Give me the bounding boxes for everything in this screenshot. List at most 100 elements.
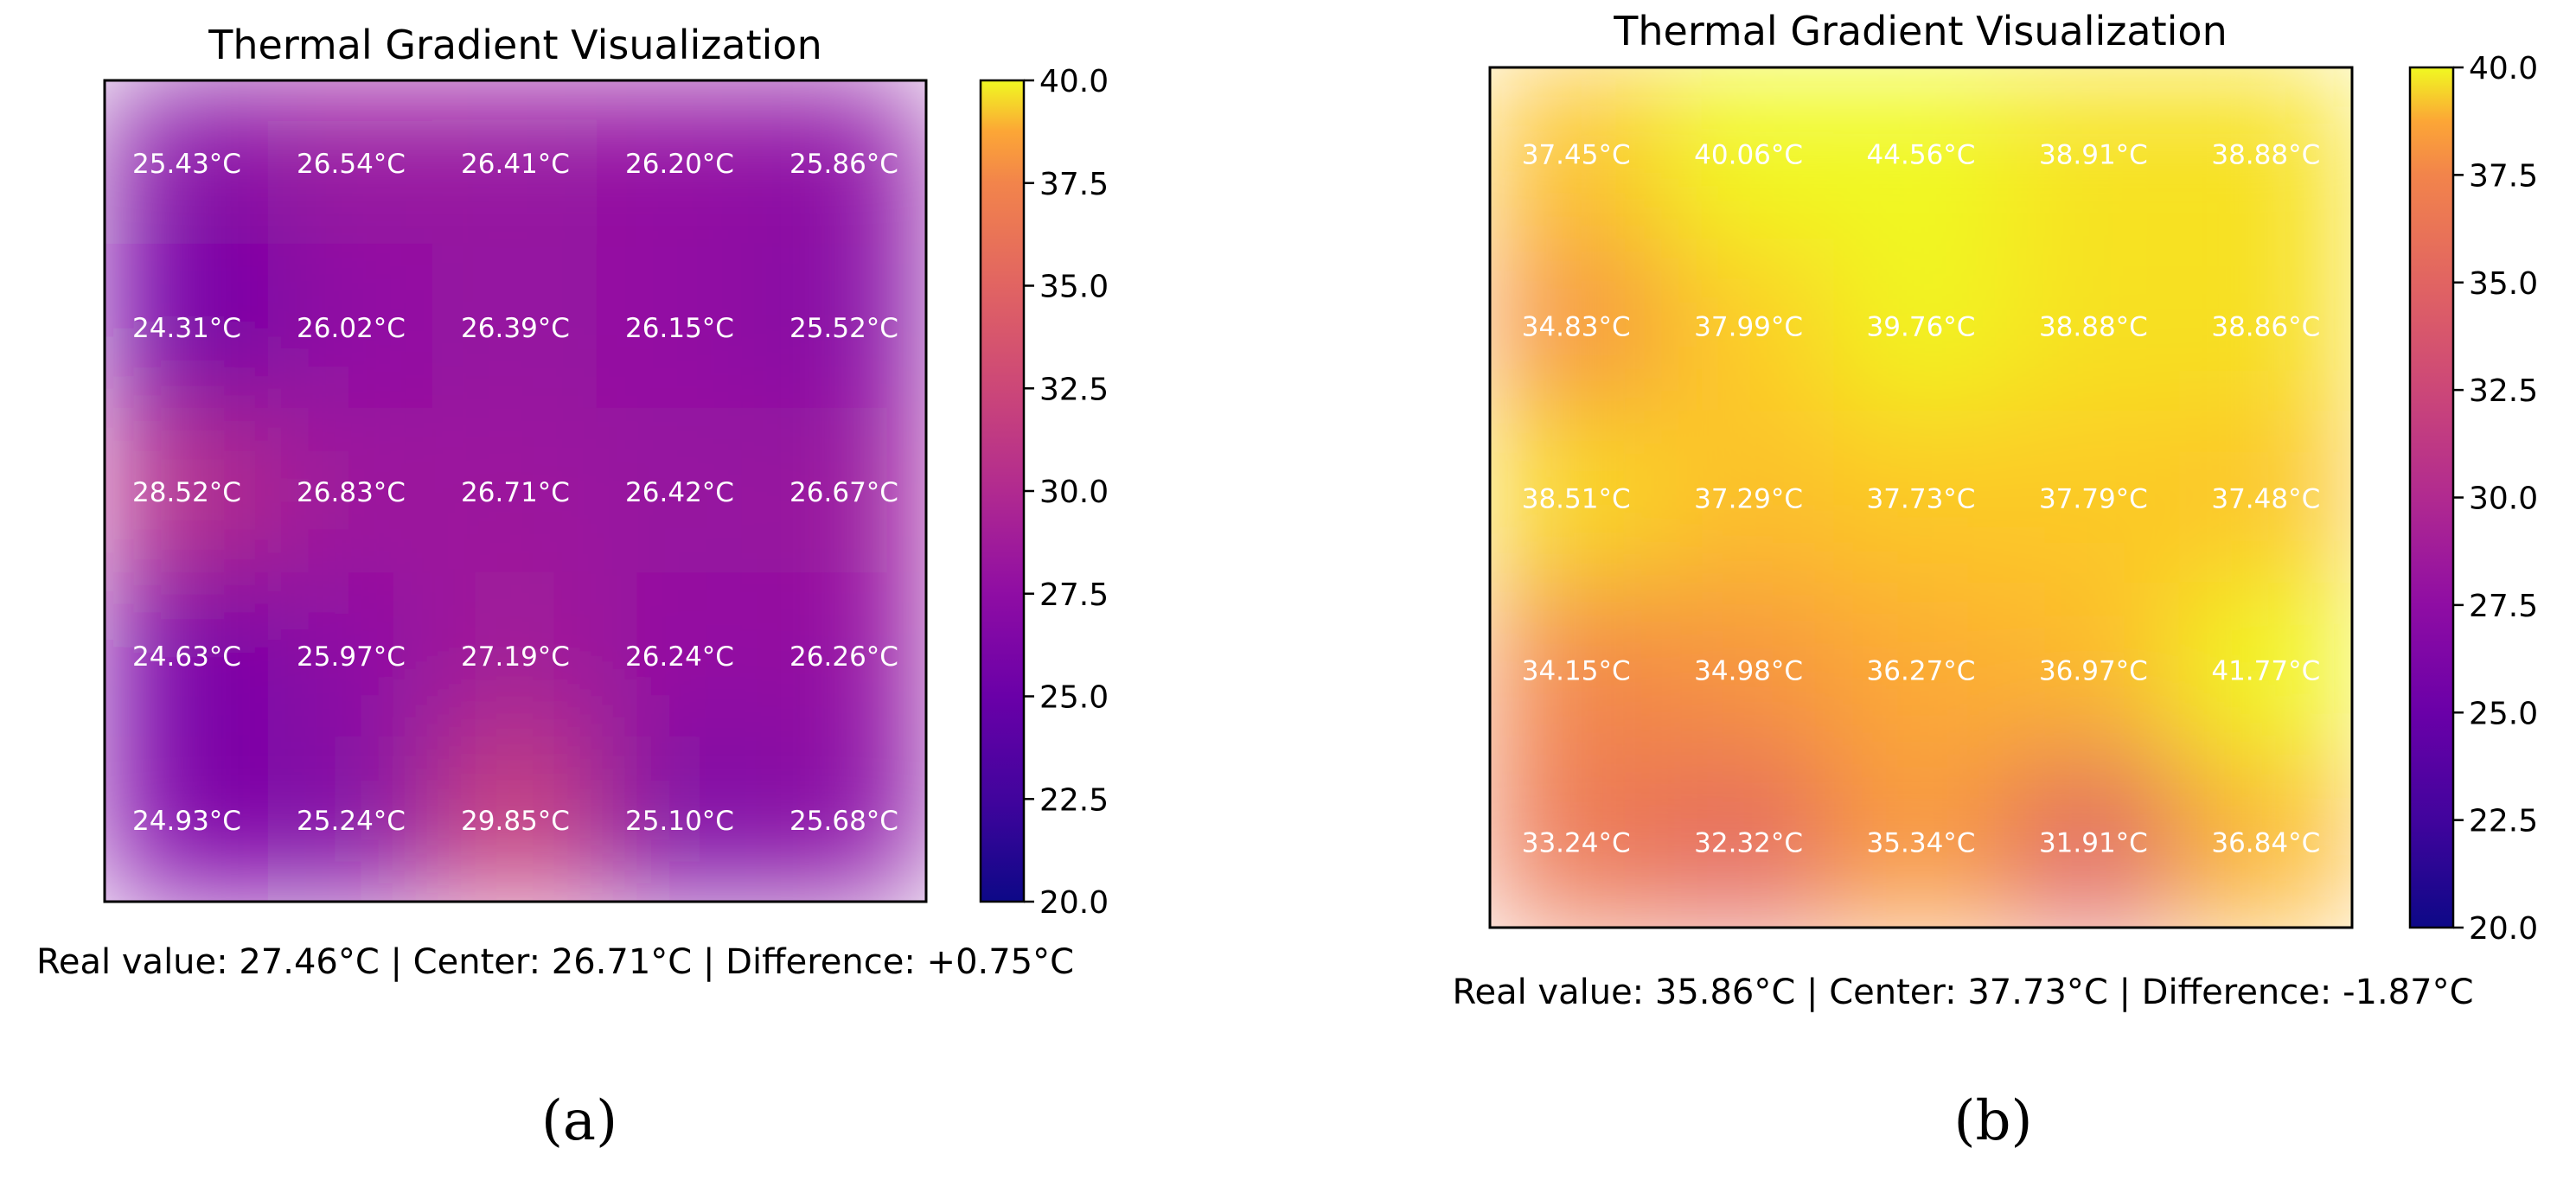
- heatmap-cell: [2006, 411, 2181, 584]
- heatmap-cell: [1661, 239, 1836, 412]
- cell-value-label: 33.24°C: [1522, 828, 1631, 859]
- chart-title: Thermal Gradient Visualization: [208, 22, 821, 68]
- colorbar: [2408, 66, 2455, 929]
- colorbar-tick-label: 35.0: [1039, 270, 1109, 305]
- cell-value-label: 25.52°C: [789, 313, 898, 344]
- heatmap-cell: [432, 80, 598, 246]
- cell-value-label: 37.45°C: [1522, 140, 1631, 171]
- cell-value-label: 32.32°C: [1694, 828, 1803, 859]
- heatmap-cell: [1833, 755, 2009, 928]
- heatmap-cell: [268, 737, 434, 902]
- heatmap-cell: [597, 572, 763, 738]
- colorbar-tick-label: 32.5: [1039, 372, 1109, 407]
- heatmap-panel-a: Thermal Gradient Visualization 25.43°C 26…: [36, 22, 1109, 1153]
- chart-title: Thermal Gradient Visualization: [1613, 8, 2227, 54]
- cell-value-label: 26.67°C: [789, 477, 898, 508]
- cell-value-label: 35.34°C: [1867, 828, 1976, 859]
- cell-value-label: 24.93°C: [132, 806, 241, 837]
- cell-value-label: 44.56°C: [1867, 140, 1976, 171]
- heatmap-cell: [1661, 67, 1836, 240]
- cell-value-label: 26.54°C: [297, 149, 406, 180]
- heatmap-cell: [268, 408, 434, 574]
- heatmap-cell: [597, 80, 763, 246]
- plot-frame: [103, 79, 928, 903]
- cell-value-label: 41.77°C: [2211, 656, 2320, 687]
- cell-value-label: 37.29°C: [1694, 484, 1803, 515]
- heatmap-cell: [2178, 239, 2352, 412]
- heatmap-cell: [2006, 239, 2181, 412]
- heatmap-cell: [1661, 755, 1836, 928]
- heatmap-cell: [761, 244, 926, 410]
- cell-value-label: 26.71°C: [461, 477, 570, 508]
- panel-label-a: (a): [541, 1089, 617, 1153]
- colorbar-tick-label: 35.0: [2469, 266, 2538, 302]
- cell-value-label: 36.84°C: [2211, 828, 2320, 859]
- heatmap-cell: [268, 572, 434, 738]
- cell-value-label: 25.68°C: [789, 806, 898, 837]
- heatmap-cell: [597, 737, 763, 902]
- heatmap-cell: [761, 572, 926, 738]
- cell-value-label: 34.83°C: [1522, 312, 1631, 343]
- heatmap-cell: [432, 244, 598, 410]
- cell-labels: 37.45°C 40.06°C 44.56°C 38.91°C 38.88°C 34.83…: [1522, 140, 2321, 859]
- cell-value-label: 25.24°C: [297, 806, 406, 837]
- heatmap-cell: [268, 80, 434, 246]
- colorbar-tick-label: 20.0: [1039, 885, 1109, 921]
- heatmap-cell: [1833, 411, 2009, 584]
- cell-value-label: 39.76°C: [1867, 312, 1976, 343]
- heatmap-cell: [268, 244, 434, 410]
- cell-value-label: 36.27°C: [1867, 656, 1976, 687]
- colorbar-tick-label: 22.5: [2469, 804, 2538, 839]
- cell-value-label: 26.24°C: [625, 641, 734, 673]
- cell-value-label: 27.19°C: [461, 641, 570, 673]
- cell-value-label: 29.85°C: [461, 806, 570, 837]
- cell-value-label: 26.20°C: [625, 149, 734, 180]
- heatmap-panel-b: Thermal Gradient Visualization 37.45°C 40…: [1452, 8, 2538, 1153]
- cell-value-label: 26.15°C: [625, 313, 734, 344]
- heatmap-cell: [2178, 67, 2352, 240]
- heatmap-cell: [597, 244, 763, 410]
- heatmap-cell: [1490, 239, 1664, 412]
- cell-value-label: 26.39°C: [461, 313, 570, 344]
- colorbar-tick-label: 40.0: [2469, 51, 2538, 86]
- heatmap-cell: [1661, 411, 1836, 584]
- heatmap-cell: [1661, 583, 1836, 756]
- heatmap-cell: [597, 408, 763, 574]
- cell-value-label: 37.73°C: [1867, 484, 1976, 515]
- colorbar-tick-label: 30.0: [2469, 482, 2538, 517]
- heatmap-cell: [432, 572, 598, 738]
- colorbar-tick-label: 27.5: [2469, 589, 2538, 624]
- heatmap-cell: [105, 408, 270, 574]
- cell-value-label: 26.83°C: [297, 477, 406, 508]
- cell-value-label: 24.63°C: [132, 641, 241, 673]
- colorbar-tick-label: 37.5: [1039, 167, 1109, 202]
- cell-value-label: 31.91°C: [2039, 828, 2148, 859]
- colorbar-tick-label: 40.0: [1039, 64, 1109, 99]
- heatmap-cell: [1490, 67, 1664, 240]
- colorbar-tick-label: 32.5: [2469, 373, 2538, 409]
- cell-value-label: 34.15°C: [1522, 656, 1631, 687]
- cell-value-label: 26.02°C: [297, 313, 406, 344]
- cell-value-label: 25.10°C: [625, 806, 734, 837]
- heatmap-cell: [1490, 411, 1664, 584]
- cell-value-label: 25.97°C: [297, 641, 406, 673]
- heatmap-cell: [2178, 411, 2352, 584]
- cell-value-label: 40.06°C: [1694, 140, 1803, 171]
- heatmap-cell: [1833, 67, 2009, 240]
- plot-frame: [1488, 66, 2354, 929]
- colorbar-tick-label: 25.0: [1039, 680, 1109, 716]
- colorbar: [979, 79, 1026, 903]
- heatmap-cell: [761, 408, 926, 574]
- heatmap-cells: [105, 80, 926, 902]
- difference-caption: Real value: 27.46°C | Center: 26.71°C | …: [36, 942, 1074, 982]
- cell-labels: 25.43°C 26.54°C 26.41°C 26.20°C 25.86°C 24.31…: [132, 149, 898, 837]
- heatmap-cell: [1833, 583, 2009, 756]
- heatmap-cell: [2178, 583, 2352, 756]
- cell-value-label: 26.42°C: [625, 477, 734, 508]
- cell-value-label: 26.41°C: [461, 149, 570, 180]
- cell-value-label: 34.98°C: [1694, 656, 1803, 687]
- cell-value-label: 24.31°C: [132, 313, 241, 344]
- heatmap-cell: [2006, 583, 2181, 756]
- cell-value-label: 25.43°C: [132, 149, 241, 180]
